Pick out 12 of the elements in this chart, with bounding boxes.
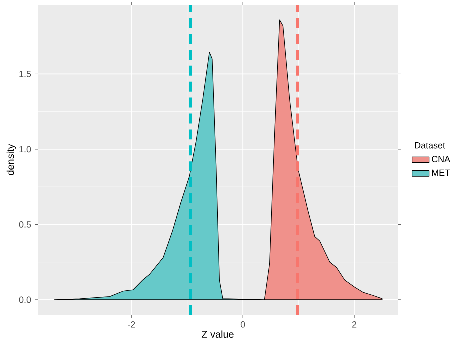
x-tick-label: 0: [240, 322, 246, 328]
legend-title: Dataset: [415, 142, 446, 149]
x-tick-label: 2: [352, 322, 357, 328]
legend-label: CNA: [432, 156, 451, 162]
x-tick-label: -2: [128, 322, 136, 328]
legend-label: MET: [432, 170, 450, 176]
y-axis-title: density: [6, 144, 16, 176]
y-tick-label: 0.5: [19, 222, 32, 228]
y-tick-label: 1.0: [20, 146, 32, 153]
y-tick-label: 0.0: [19, 296, 32, 304]
x-axis-title: Z value: [202, 330, 234, 338]
y-tick-label: 1.5: [20, 71, 32, 78]
